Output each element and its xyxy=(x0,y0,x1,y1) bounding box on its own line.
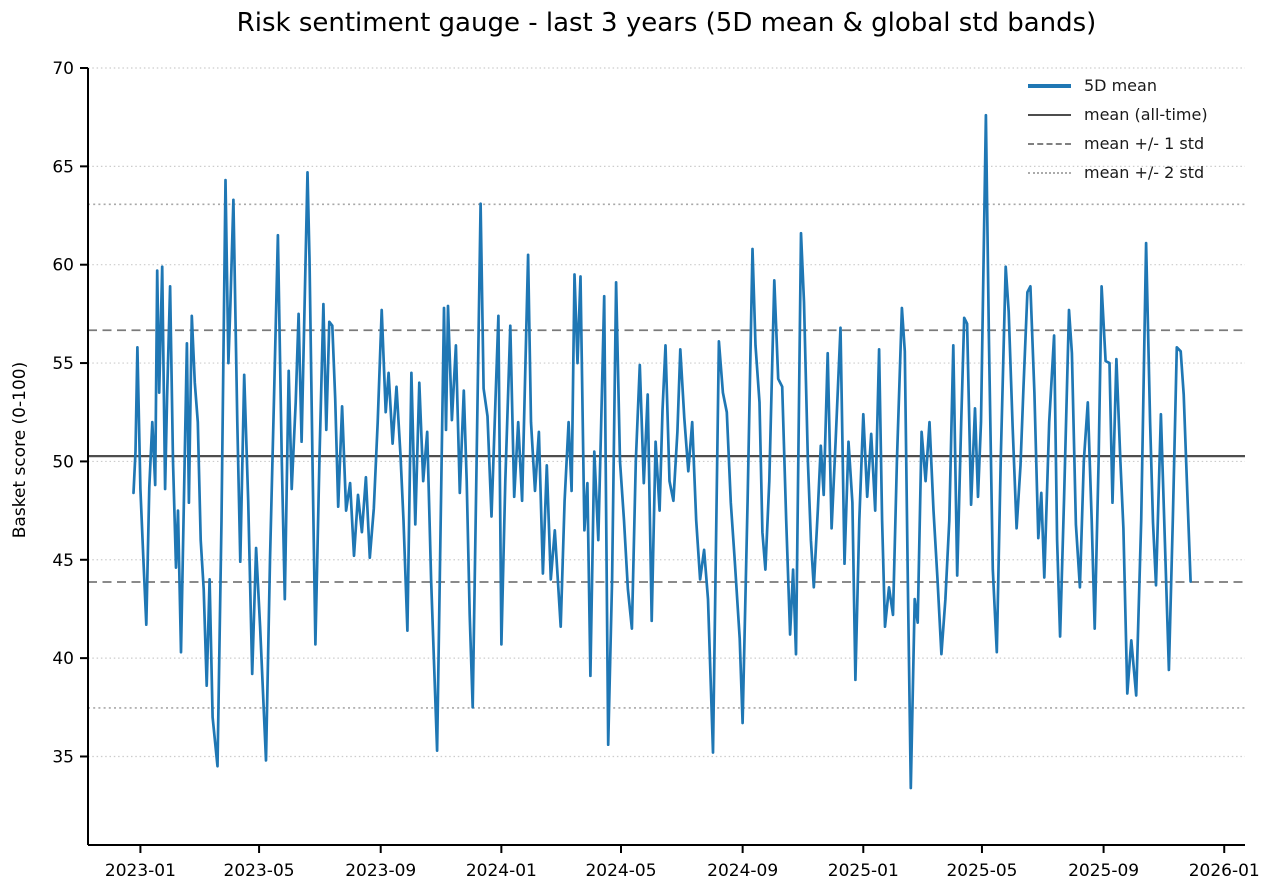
y-tick-label-35: 35 xyxy=(52,747,74,767)
y-tick-label-60: 60 xyxy=(52,256,74,276)
legend-line-sample-2-std xyxy=(1028,171,1071,174)
legend-item-mean-1-std: mean +/- 1 std xyxy=(1028,132,1208,155)
legend-label-5d-mean: 5D mean xyxy=(1084,76,1157,95)
series-5d-mean-line xyxy=(132,113,1192,790)
legend-line-sample-mean xyxy=(1028,113,1071,116)
y-tick-label-65: 65 xyxy=(52,157,74,177)
legend-label-2-std: mean +/- 2 std xyxy=(1084,163,1205,182)
x-tick-label-2023-05: 2023-05 xyxy=(224,861,295,881)
legend-label-mean: mean (all-time) xyxy=(1084,105,1208,124)
x-tick-label-2025-01: 2025-01 xyxy=(828,861,899,881)
y-tick-label-50: 50 xyxy=(52,452,74,472)
y-tick-label-55: 55 xyxy=(52,354,74,374)
legend-label-1-std: mean +/- 1 std xyxy=(1084,134,1205,153)
legend-line-sample-5d-mean xyxy=(1028,83,1071,88)
y-tick-label-45: 45 xyxy=(52,551,74,571)
legend: 5D mean mean (all-time) mean +/- 1 std m… xyxy=(1028,74,1208,184)
y-tick-label-40: 40 xyxy=(52,649,74,669)
x-tick-label-2025-05: 2025-05 xyxy=(946,861,1017,881)
x-tick-label-2024-01: 2024-01 xyxy=(466,861,537,881)
chart-title: Risk sentiment gauge - last 3 years (5D … xyxy=(236,8,1097,38)
legend-item-mean-all-time: mean (all-time) xyxy=(1028,103,1208,126)
x-tick-label-2023-01: 2023-01 xyxy=(105,861,176,881)
y-tick-label-70: 70 xyxy=(52,59,74,79)
legend-item-mean-2-std: mean +/- 2 std xyxy=(1028,161,1208,184)
x-tick-label-2026-01: 2026-01 xyxy=(1189,861,1260,881)
legend-item-5d-mean: 5D mean xyxy=(1028,74,1208,97)
x-tick-label-2024-05: 2024-05 xyxy=(585,861,656,881)
x-tick-label-2024-09: 2024-09 xyxy=(707,861,778,881)
x-tick-label-2023-09: 2023-09 xyxy=(345,861,416,881)
x-tick-label-2025-09: 2025-09 xyxy=(1068,861,1139,881)
legend-line-sample-1-std xyxy=(1028,142,1071,145)
